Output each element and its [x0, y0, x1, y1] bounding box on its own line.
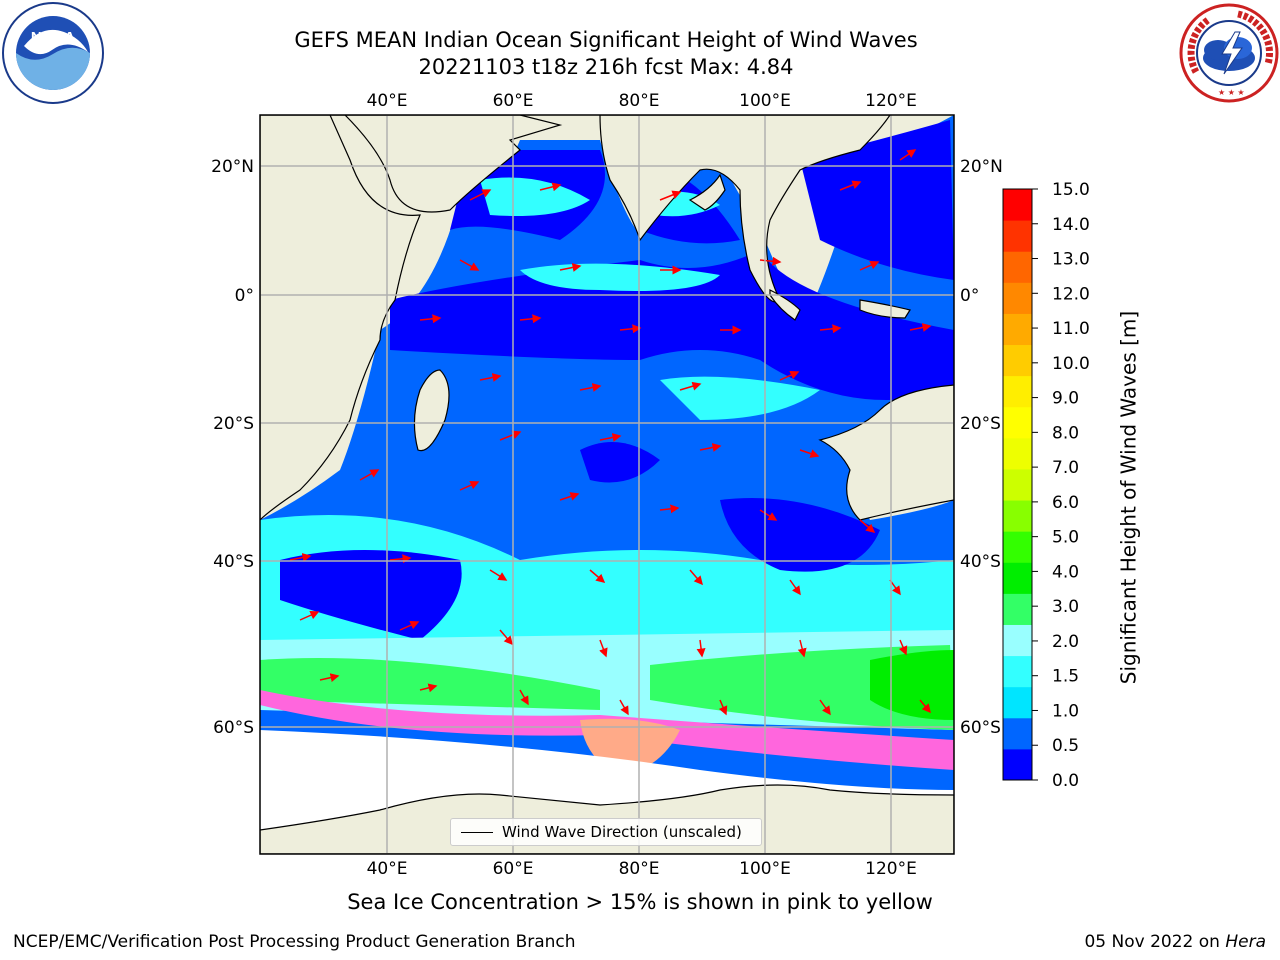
colorbar-segment [1003, 717, 1032, 750]
colorbar-tick-label: 15.0 [1052, 180, 1090, 200]
lat-tick-right: 40°S [960, 552, 1001, 572]
chart-subtitle-run: 20221103 t18z 216h fcst Max: 4.84 [418, 55, 794, 79]
colorbar-label: Significant Height of Wind Waves [m] [1116, 310, 1141, 685]
colorbar-segment [1003, 655, 1032, 688]
colorbar-segment [1003, 344, 1032, 377]
lon-tick-bottom: 40°E [367, 859, 408, 879]
nws-logo: ★ ★ ★ [1179, 3, 1279, 103]
colorbar-segment [1003, 251, 1032, 283]
colorbar-ticks: 15.0 14.0 13.0 12.0 11.0 10.0 9.0 8.0 7.0 6.0 5.0 4… [1032, 180, 1090, 791]
colorbar-tick-label: 5.0 [1052, 528, 1079, 548]
colorbar-tick-label: 14.0 [1052, 215, 1090, 235]
colorbar-tick-label: 6.0 [1052, 493, 1079, 513]
lat-tick-right: 0° [960, 286, 979, 306]
lat-tick-right: 20°S [960, 414, 1001, 434]
colorbar-segment [1003, 468, 1032, 501]
map-frame [259, 114, 955, 855]
colorbar-tick-label: 10.0 [1052, 354, 1090, 374]
colorbar-segment [1003, 593, 1032, 625]
colorbar-segment [1003, 313, 1032, 346]
lat-tick-left: 0° [235, 286, 254, 306]
colorbar-segment [1003, 437, 1032, 470]
lon-tick-bottom: 80°E [619, 859, 660, 879]
colorbar-segment [1003, 189, 1032, 221]
chart-title: GEFS MEAN Indian Ocean Significant Heigh… [294, 28, 918, 52]
lat-tick-left: 40°S [213, 552, 254, 572]
colorbar-tick-label: 13.0 [1052, 250, 1090, 270]
svg-text:★ ★ ★: ★ ★ ★ [1218, 88, 1245, 97]
colorbar-tick-label: 3.0 [1052, 597, 1079, 617]
lon-tick-top: 40°E [367, 91, 408, 111]
footer-date-text: 05 Nov 2022 on [1084, 932, 1220, 952]
colorbar-tick-label: 11.0 [1052, 319, 1090, 339]
lon-tick-bottom: 100°E [739, 859, 791, 879]
footer-date: 05 Nov 2022 on Hera [1084, 932, 1266, 952]
colorbar-segment [1003, 500, 1032, 532]
colorbar-tick-label: 7.0 [1052, 458, 1079, 478]
colorbar-tick-label: 0.5 [1052, 736, 1079, 756]
lon-tick-bottom: 120°E [865, 859, 917, 879]
noaa-logo: NOAA [2, 2, 104, 104]
graticule [260, 115, 954, 854]
lon-tick-top: 100°E [739, 91, 791, 111]
colorbar-tick-label: 8.0 [1052, 423, 1079, 443]
lat-tick-right: 60°S [960, 718, 1001, 738]
colorbar-segment [1003, 686, 1032, 719]
lat-tick-left: 60°S [213, 718, 254, 738]
colorbar-tick-label: 0.0 [1052, 771, 1079, 791]
lon-tick-top: 80°E [619, 91, 660, 111]
colorbar-segment [1003, 531, 1032, 563]
footer-credit: NCEP/EMC/Verification Post Processing Pr… [13, 932, 576, 952]
colorbar-segment [1003, 282, 1032, 314]
colorbar-frame [1002, 188, 1033, 781]
svg-text:NOAA: NOAA [31, 29, 75, 46]
legend-line-swatch [461, 832, 493, 833]
colorbar-segment [1003, 562, 1032, 594]
colorbar-tick-label: 9.0 [1052, 389, 1079, 409]
colorbar-tick-label: 2.0 [1052, 632, 1079, 652]
lat-tick-left: 20°N [211, 157, 254, 177]
colorbar-tick-label: 1.5 [1052, 667, 1079, 687]
lat-tick-left: 20°S [213, 414, 254, 434]
colorbar-segment [1003, 624, 1032, 657]
wind-wave-arrows [289, 149, 932, 716]
lat-tick-right: 20°N [960, 157, 1003, 177]
colorbar-tick-label: 12.0 [1052, 284, 1090, 304]
colorbar-segment [1003, 406, 1032, 439]
footer-machine: Hera [1225, 932, 1266, 952]
lon-tick-top: 120°E [865, 91, 917, 111]
colorbar-segment [1003, 748, 1032, 781]
sea-ice-note: Sea Ice Concentration > 15% is shown in … [347, 890, 933, 914]
colorbar-tick-label: 4.0 [1052, 562, 1079, 582]
colorbar-segment [1003, 220, 1032, 252]
lon-tick-bottom: 60°E [493, 859, 534, 879]
legend-label: Wind Wave Direction (unscaled) [502, 823, 742, 841]
map-legend: Wind Wave Direction (unscaled) [450, 818, 762, 846]
colorbar [1003, 189, 1032, 781]
colorbar-tick-label: 1.0 [1052, 701, 1079, 721]
colorbar-segment [1003, 375, 1032, 408]
lon-tick-top: 60°E [493, 91, 534, 111]
